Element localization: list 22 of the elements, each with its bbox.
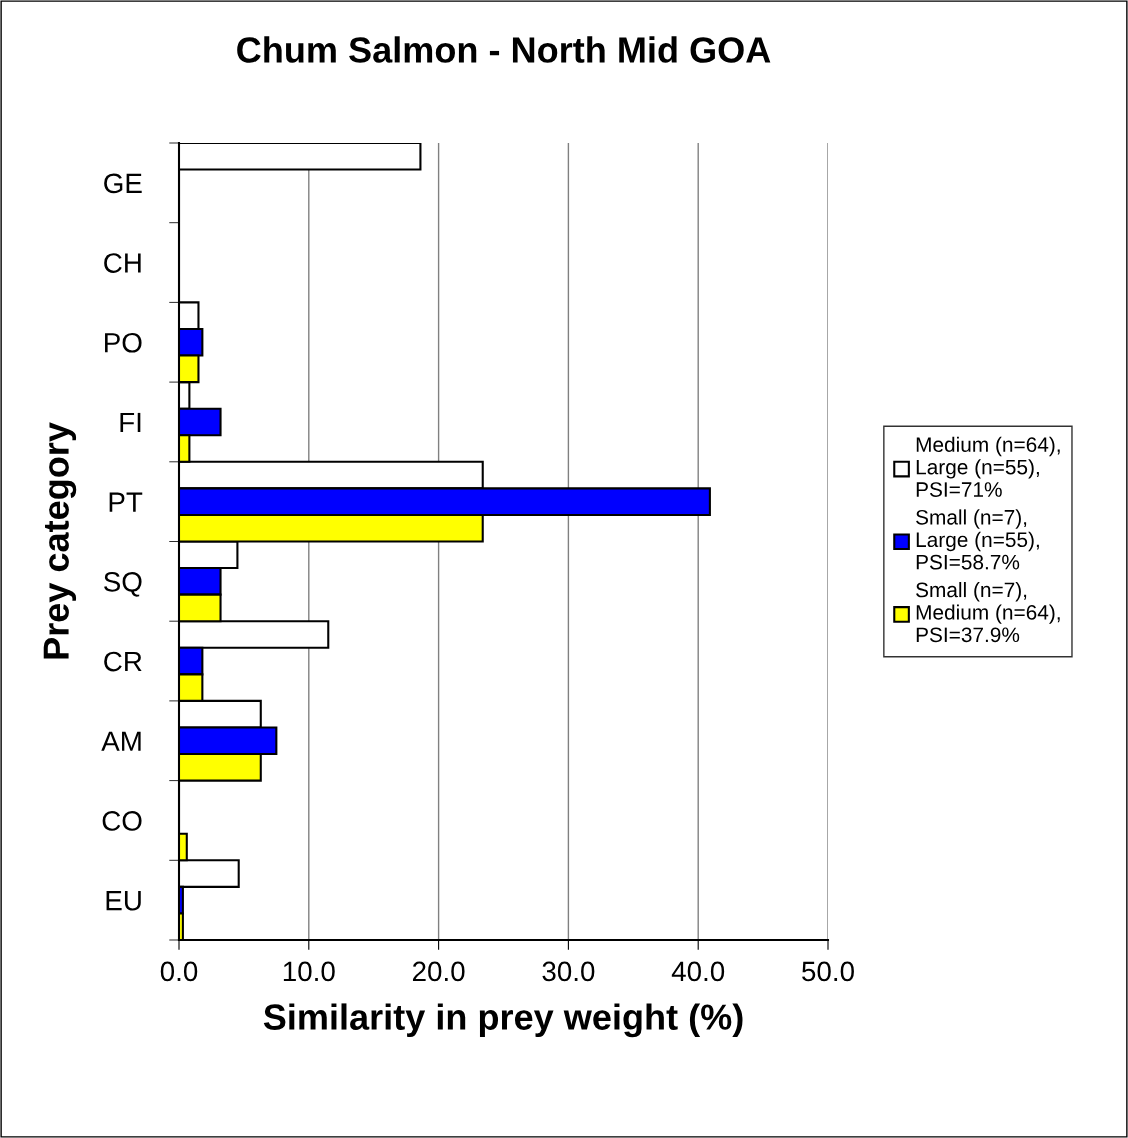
x-tick-label: 50.0 [802,961,854,982]
x-tick-label: 10.0 [283,961,335,982]
x-tick-label: 30.0 [542,961,595,982]
y-tick-label: AM [101,731,141,751]
y-tick-label: CR [104,651,142,672]
y-axis-title: Prey category [43,422,77,659]
x-axis-title: Similarity in prey weight (%) [263,1003,743,1038]
legend-label: Small (n=7), Medium (n=64), PSI=37.9% [916,581,1060,643]
legend-label: Small (n=7), Large (n=55), PSI=58.7% [916,509,1039,570]
y-tick-label: SQ [104,572,142,597]
y-tick-label: PT [109,492,143,512]
y-tick-label: FI [120,412,141,433]
y-tick-label: CO [102,811,142,831]
y-tick-label: EU [106,891,141,911]
y-tick-label: GE [104,173,142,194]
x-tick-label: 40.0 [671,961,725,982]
legend-label: Medium (n=64), Large (n=55), PSI=71% [916,436,1060,497]
y-tick-label: PO [105,332,142,353]
x-tick-label: 20.0 [412,961,465,982]
y-tick-label: CH [104,253,141,273]
x-tick-label: 0.0 [160,961,198,982]
chart-title: Chum Salmon - North Mid GOA [237,36,771,63]
